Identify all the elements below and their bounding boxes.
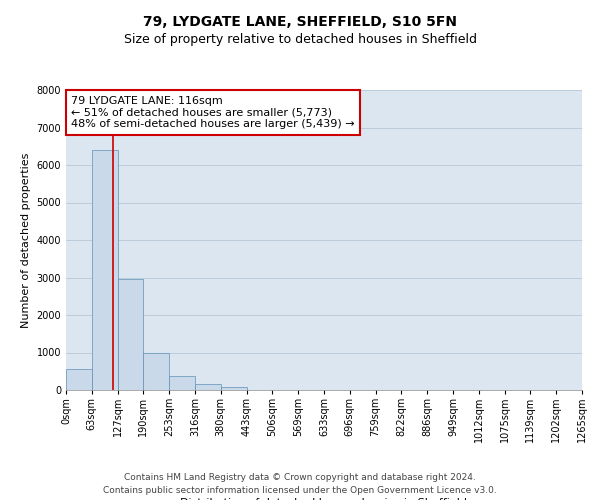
Y-axis label: Number of detached properties: Number of detached properties (21, 152, 31, 328)
Bar (195, 384, 221, 390)
Text: 79 LYDGATE LANE: 116sqm
← 51% of detached houses are smaller (5,773)
48% of semi: 79 LYDGATE LANE: 116sqm ← 51% of detache… (71, 96, 355, 129)
Bar (118, 280, 143, 390)
Bar (66, 370, 92, 390)
X-axis label: Distribution of detached houses by size in Sheffield: Distribution of detached houses by size … (181, 498, 467, 500)
Bar (92, 150, 118, 390)
Bar (169, 376, 195, 390)
Text: 79, LYDGATE LANE, SHEFFIELD, S10 5FN: 79, LYDGATE LANE, SHEFFIELD, S10 5FN (143, 15, 457, 29)
Text: Size of property relative to detached houses in Sheffield: Size of property relative to detached ho… (124, 32, 476, 46)
Text: Contains public sector information licensed under the Open Government Licence v3: Contains public sector information licen… (103, 486, 497, 495)
Bar (143, 354, 169, 390)
Bar (221, 388, 247, 390)
Text: Contains HM Land Registry data © Crown copyright and database right 2024.: Contains HM Land Registry data © Crown c… (124, 474, 476, 482)
